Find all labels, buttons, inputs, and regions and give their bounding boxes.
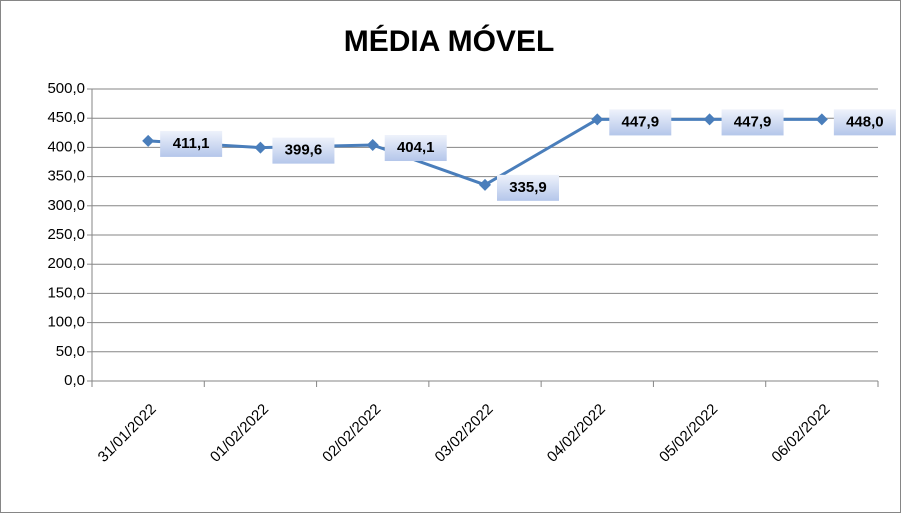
data-label-text: 448,0	[846, 113, 884, 130]
point-marker	[254, 141, 267, 154]
data-label-box	[272, 137, 335, 164]
data-label-box	[384, 135, 447, 162]
data-label-text: 335,9	[509, 179, 547, 196]
data-label-text: 411,1	[173, 135, 210, 152]
data-label: 399,6	[272, 137, 335, 164]
data-label-box	[833, 109, 896, 136]
data-label-box	[721, 109, 784, 136]
data-label-text: 399,6	[285, 142, 323, 159]
chart-title: MÉDIA MÓVEL	[344, 24, 555, 58]
point-marker	[142, 134, 155, 147]
y-tick-label: 150,0	[47, 284, 85, 301]
point-marker	[366, 139, 379, 152]
point-marker	[591, 113, 604, 126]
point-marker	[703, 113, 716, 126]
y-tick-label: 300,0	[47, 197, 85, 214]
data-label-text: 447,9	[734, 113, 772, 130]
data-label-text: 447,9	[622, 113, 660, 130]
point-marker	[479, 178, 491, 191]
data-label: 411,1	[160, 130, 223, 157]
y-tick-label: 50,0	[56, 343, 85, 360]
data-label-box	[160, 130, 223, 157]
y-tick-label: 200,0	[47, 255, 85, 272]
y-tick-label: 450,0	[47, 109, 85, 126]
data-label: 447,9	[609, 109, 672, 136]
data-label-box	[609, 109, 672, 136]
y-tick-label: 250,0	[47, 226, 85, 243]
data-label: 335,9	[497, 174, 559, 201]
y-tick-label: 350,0	[47, 168, 85, 185]
data-label: 447,9	[721, 109, 784, 136]
y-tick-label: 500,0	[47, 80, 85, 97]
y-tick-label: 400,0	[47, 138, 85, 155]
y-tick-label: 100,0	[47, 314, 85, 331]
data-label: 448,0	[833, 109, 896, 136]
y-tick-label: 0,0	[64, 372, 85, 389]
data-label-text: 404,1	[397, 139, 435, 156]
point-marker	[815, 113, 828, 126]
data-label-box	[497, 174, 559, 201]
data-label: 404,1	[384, 135, 447, 162]
